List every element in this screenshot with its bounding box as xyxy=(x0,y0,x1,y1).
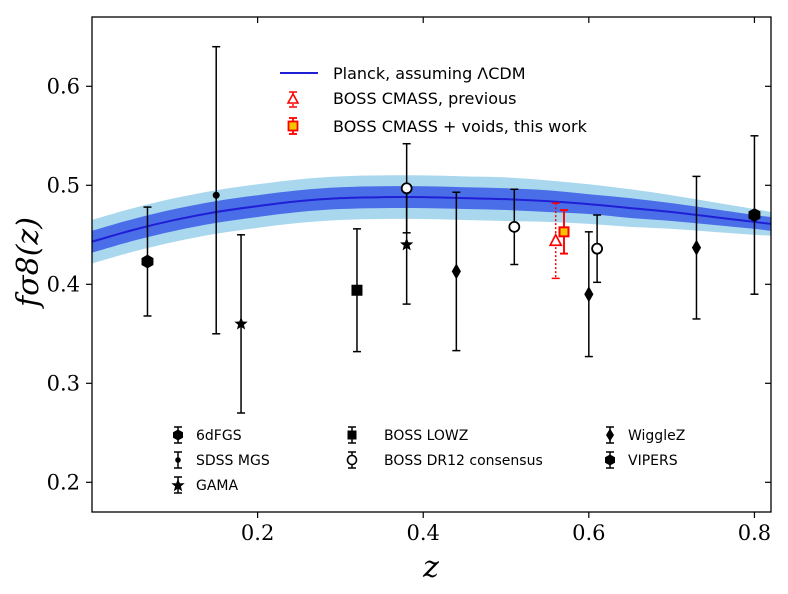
marker-circle xyxy=(508,220,521,233)
legend-planck-label: Planck, assuming ΛCDM xyxy=(333,64,526,83)
legend-lowz-label: BOSS LOWZ xyxy=(384,428,468,444)
y-axis-label: fσ8(z) xyxy=(11,217,46,309)
marker-square xyxy=(558,226,570,238)
legend-vipers-label: VIPERS xyxy=(628,453,678,469)
legend-bottom: 6dFGS SDSS MGS GAMA BOSS LOWZ xyxy=(171,426,685,494)
legend-6dfgs-label: 6dFGS xyxy=(196,428,242,444)
marker-diamond xyxy=(584,286,594,303)
legend-sdss-marker xyxy=(174,451,182,469)
marker-dot xyxy=(212,191,220,199)
data-point xyxy=(351,228,363,353)
marker-circle xyxy=(591,242,604,255)
legend-lowz-marker xyxy=(347,426,357,444)
series-vipers xyxy=(748,135,761,295)
data-points xyxy=(141,45,761,414)
series-6dfgs xyxy=(141,206,154,317)
legend-dr12-label: BOSS DR12 consensus xyxy=(384,453,543,469)
legend-vipers-marker xyxy=(605,451,615,469)
series-boss-lowz xyxy=(351,228,363,353)
marker-hexagon xyxy=(141,254,154,269)
data-point xyxy=(548,202,563,280)
legend-6dfgs-marker xyxy=(173,426,183,444)
x-tick-label: 0.6 xyxy=(572,521,605,545)
data-point xyxy=(212,45,221,335)
marker-square xyxy=(351,284,363,296)
series-boss-cmass-previous xyxy=(548,202,563,280)
legend-sdss-label: SDSS MGS xyxy=(196,453,270,469)
legend-gama-marker xyxy=(171,476,185,494)
legend-wigglez-marker xyxy=(606,426,614,444)
series-boss-dr12-consensus xyxy=(400,142,604,284)
series-wigglez xyxy=(451,175,702,358)
marker-triangle xyxy=(548,232,563,247)
legend-dr12-marker xyxy=(346,451,358,469)
marker-circle xyxy=(400,182,413,195)
planck-band xyxy=(92,175,771,264)
legend-wigglez-label: WiggleZ xyxy=(628,428,685,444)
x-tick-label: 0.8 xyxy=(738,521,771,545)
data-point xyxy=(451,191,461,352)
series-sdss-mgs xyxy=(212,45,221,335)
marker-diamond xyxy=(691,239,702,256)
x-axis-label: z xyxy=(422,550,439,585)
planck-band-1sigma xyxy=(92,186,771,253)
y-tick-label: 0.2 xyxy=(47,470,80,494)
data-point xyxy=(584,231,594,358)
planck-line xyxy=(92,196,771,243)
legend-cmass-voids-label: BOSS CMASS + voids, this work xyxy=(333,117,588,136)
axis-ticks: 0.2 0.4 0.6 0.8 0.2 0.3 0.4 0.5 0.6 xyxy=(47,17,771,545)
legend-gama-label: GAMA xyxy=(196,478,239,494)
series-gama xyxy=(234,184,414,414)
plot-frame xyxy=(91,16,772,513)
legend-top: Planck, assuming ΛCDM BOSS CMASS, previo… xyxy=(280,64,588,136)
marker-star xyxy=(234,316,248,330)
data-point xyxy=(558,209,570,255)
marker-star xyxy=(400,237,414,251)
y-tick-label: 0.4 xyxy=(47,272,80,296)
legend-cmass-prev-marker xyxy=(286,91,300,108)
data-point xyxy=(691,175,702,320)
data-point xyxy=(508,188,521,266)
legend-cmass-voids-marker xyxy=(287,117,299,135)
x-tick-label: 0.4 xyxy=(407,521,440,545)
data-point xyxy=(141,206,154,317)
y-tick-label: 0.6 xyxy=(47,74,80,98)
y-tick-label: 0.5 xyxy=(47,173,80,197)
y-tick-label: 0.3 xyxy=(47,371,80,395)
marker-hexagon xyxy=(748,208,761,222)
marker-diamond xyxy=(451,263,461,280)
data-point xyxy=(400,142,413,234)
data-point xyxy=(591,214,604,284)
series-boss-cmass-voids-this-work xyxy=(558,209,570,255)
legend-cmass-prev-label: BOSS CMASS, previous xyxy=(333,89,517,108)
data-point xyxy=(748,135,761,295)
x-tick-label: 0.2 xyxy=(241,521,274,545)
data-point xyxy=(234,234,248,414)
